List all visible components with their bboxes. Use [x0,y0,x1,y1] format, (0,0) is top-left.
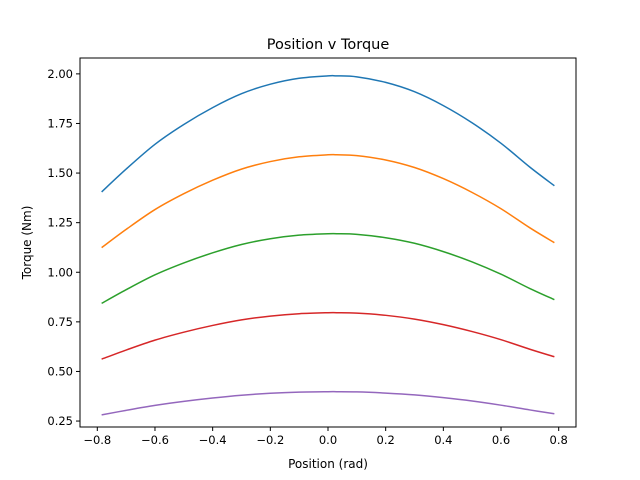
y-tick-label: 0.50 [47,364,73,378]
y-tick-label: 1.00 [47,265,73,279]
x-tick-label: 0.4 [434,433,452,447]
x-tick-label: −0.8 [83,433,111,447]
y-axis-label: Torque (Nm) [20,206,34,281]
series-line-1 [101,74,555,193]
x-tick-label: −0.4 [199,433,227,447]
y-tick-label: 1.25 [47,216,73,230]
x-axis-ticks: −0.8 −0.6 −0.4 −0.2 0.0 0.2 0.4 0.6 0.8 [83,427,568,447]
series-line-4 [101,311,555,360]
x-tick-label: 0.0 [319,433,337,447]
series-line-5 [101,390,555,416]
chart-title: Position v Torque [267,37,390,53]
y-tick-label: 1.50 [47,166,73,180]
y-axis-ticks: 0.25 0.50 0.75 1.00 1.25 1.50 1.75 2.00 [47,67,80,428]
y-tick-label: 0.25 [47,414,73,428]
y-tick-label: 0.75 [47,315,73,329]
x-tick-label: −0.2 [256,433,284,447]
x-axis-label: Position (rad) [288,457,368,471]
x-tick-label: 0.6 [492,433,510,447]
plot-area-frame [79,57,577,428]
plot-lines [101,74,555,416]
x-tick-label: −0.6 [141,433,169,447]
y-tick-label: 2.00 [47,67,73,81]
x-tick-label: 0.2 [377,433,395,447]
x-tick-label: 0.8 [550,433,568,447]
series-line-2 [101,153,555,249]
series-line-3 [101,232,555,305]
y-tick-label: 1.75 [47,116,73,130]
